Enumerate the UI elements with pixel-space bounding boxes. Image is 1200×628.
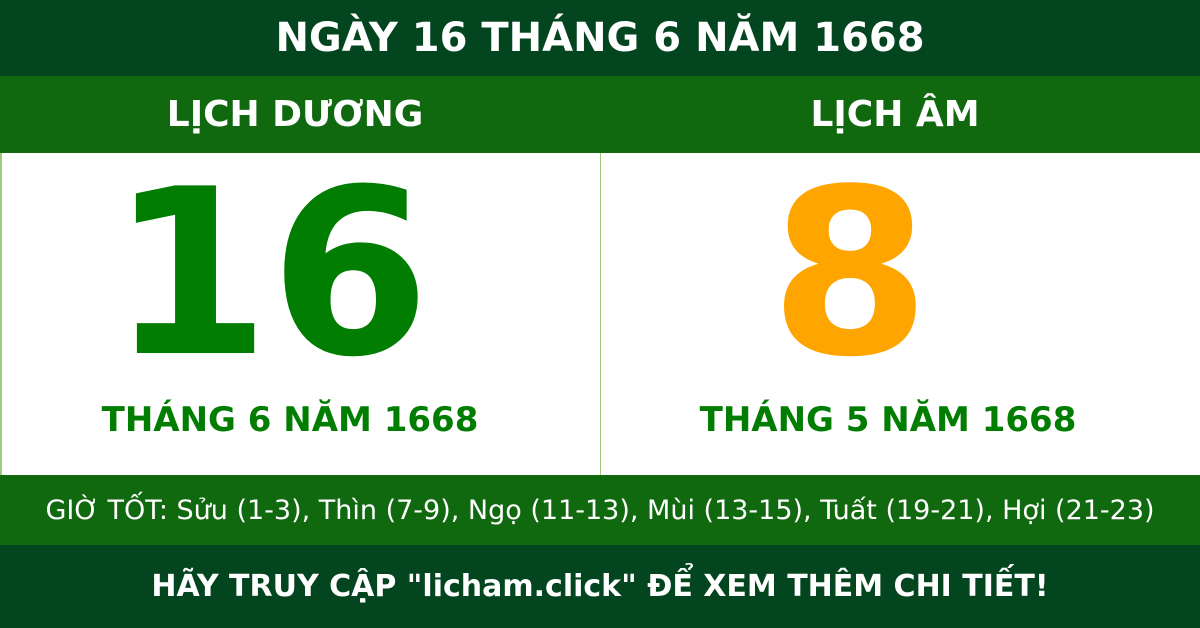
column-divider (600, 153, 601, 475)
calendar-headings: LỊCH DƯƠNG LỊCH ÂM (0, 76, 1200, 153)
lunar-day-number: 8 (769, 141, 931, 408)
solar-month-year: THÁNG 6 NĂM 1668 (101, 400, 479, 440)
footer-cta: HÃY TRUY CẬP "licham.click" ĐỂ XEM THÊM … (0, 545, 1200, 628)
lunar-month-year: THÁNG 5 NĂM 1668 (699, 400, 1077, 440)
page-title: NGÀY 16 THÁNG 6 NĂM 1668 (0, 0, 1200, 76)
lunar-heading: LỊCH ÂM (810, 94, 980, 135)
solar-day-number: 16 (109, 141, 431, 408)
good-hours: GIỜ TỐT: Sửu (1-3), Thìn (7-9), Ngọ (11-… (0, 475, 1200, 545)
solar-heading: LỊCH DƯƠNG (166, 94, 424, 135)
